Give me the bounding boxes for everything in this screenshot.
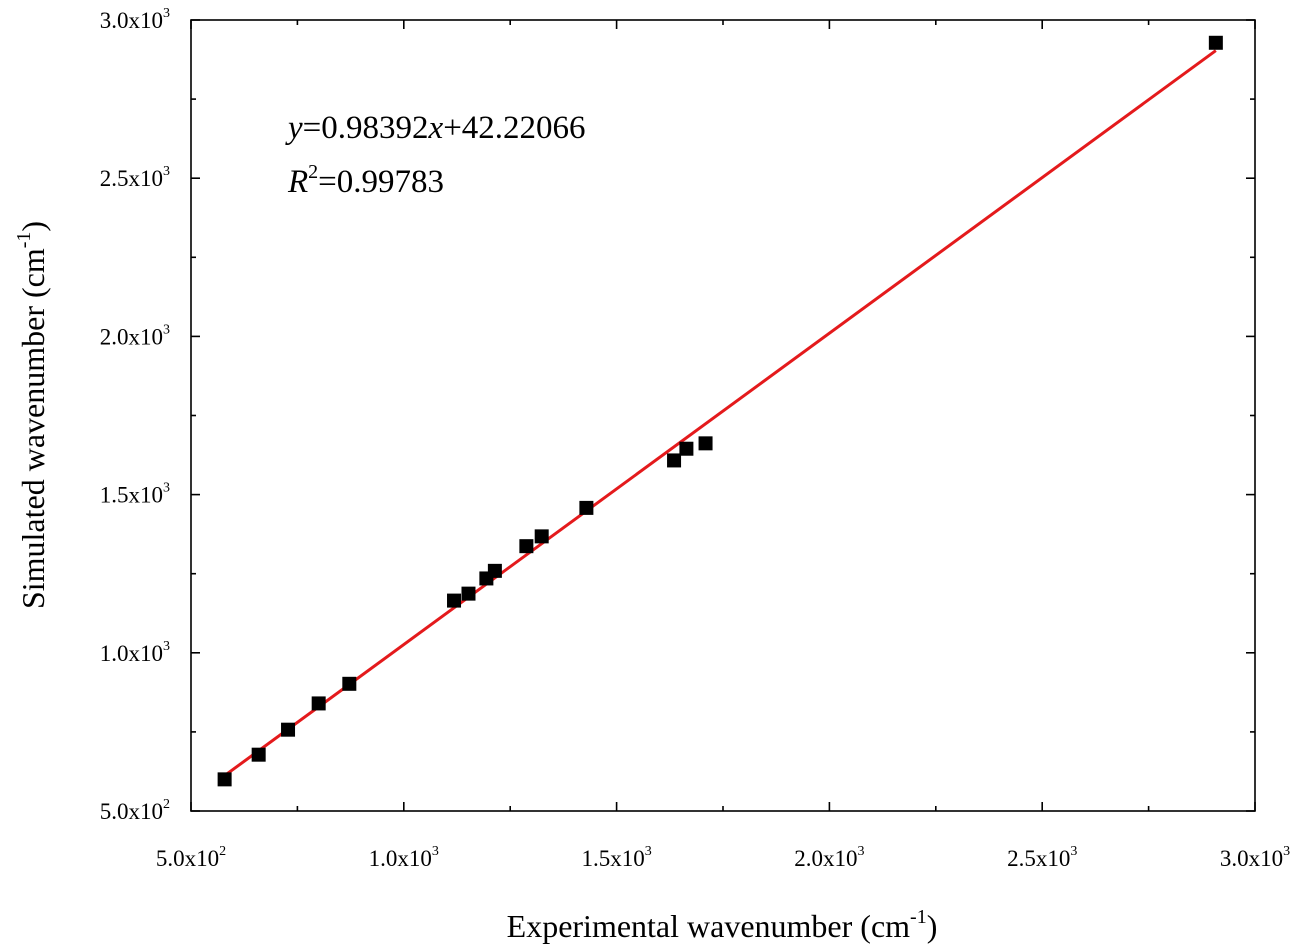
- y-tick-label: 1.5x103: [100, 481, 170, 508]
- x-tick-label: 2.0x103: [794, 844, 864, 871]
- data-points: [217, 35, 1223, 787]
- data-point: [251, 747, 266, 762]
- data-point: [667, 453, 682, 468]
- x-tick-label: 1.5x103: [581, 844, 651, 871]
- data-point: [342, 676, 357, 691]
- x-axis-tick-labels: 5.0x102 1.0x103 1.5x103 2.0x103 2.5x103 3.0x1…: [156, 844, 1290, 871]
- data-point: [679, 441, 694, 456]
- y-tick-label: 5.0x102: [100, 797, 170, 824]
- data-point: [698, 436, 713, 451]
- y-tick-label: 2.5x103: [100, 164, 170, 191]
- data-point: [534, 529, 549, 544]
- x-tick-label: 1.0x103: [369, 844, 439, 871]
- x-tick-label: 5.0x102: [156, 844, 226, 871]
- fit-equation: y=0.98392x+42.22066: [285, 110, 586, 146]
- y-axis-ticks: [191, 19, 1255, 812]
- x-tick-label: 2.5x103: [1007, 844, 1077, 871]
- data-point: [579, 500, 594, 515]
- data-point: [1208, 35, 1223, 50]
- data-point: [487, 563, 502, 578]
- data-point: [519, 539, 534, 554]
- fit-line: [223, 49, 1217, 777]
- data-point: [281, 722, 296, 737]
- y-tick-label: 2.0x103: [100, 322, 170, 349]
- data-point: [311, 696, 326, 711]
- x-axis-title: Experimental wavenumber (cm-1): [507, 906, 938, 944]
- y-tick-label: 3.0x103: [100, 6, 170, 33]
- data-point: [217, 772, 232, 787]
- x-axis-ticks: [190, 20, 1256, 811]
- data-point: [447, 593, 462, 608]
- r-squared: R2=0.99783: [287, 161, 444, 200]
- data-point: [461, 586, 476, 601]
- y-axis-tick-labels: 5.0x102 1.0x103 1.5x103 2.0x103 2.5x103 3.0x1…: [100, 6, 170, 824]
- x-tick-label: 3.0x103: [1220, 844, 1290, 871]
- y-axis-title: Simulated wavenumber (cm-1): [13, 221, 51, 609]
- y-tick-label: 1.0x103: [100, 639, 170, 666]
